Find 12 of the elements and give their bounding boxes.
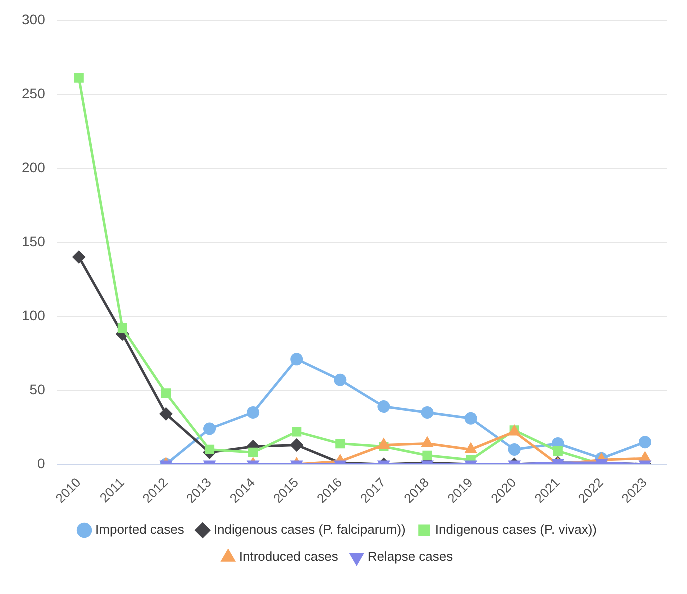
y-tick-label: 100 [22,307,46,324]
legend-label: Indigenous cases (P. falciparum)) [214,522,406,538]
y-tick-label: 0 [38,455,46,472]
y-tick-label: 250 [22,85,46,102]
y-tick-label: 200 [22,159,46,176]
legend-label: Introduced cases [239,549,339,564]
y-tick-label: 150 [22,233,46,250]
y-tick-label: 50 [30,381,46,398]
legend-label: Relapse cases [368,549,454,564]
legend-label: Indigenous cases (P. vivax)) [435,522,597,538]
legend-label: Imported cases [96,522,185,538]
y-tick-label: 300 [22,11,46,28]
